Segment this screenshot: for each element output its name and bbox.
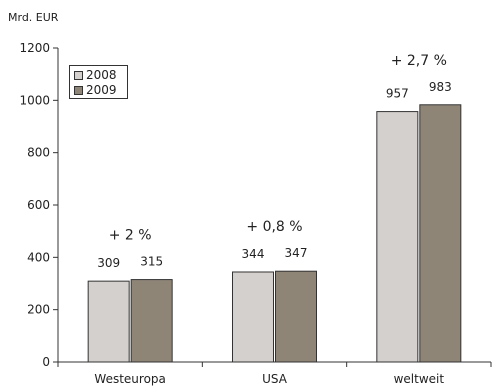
bar-value-label-2008-weltweit: 957 <box>386 87 409 101</box>
legend-item-2008: 2008 <box>74 68 117 82</box>
bar-2009-USA <box>275 270 317 363</box>
bar-value-label-2009-Westeuropa: 315 <box>140 255 163 269</box>
growth-label-weltweit: + 2,7 % <box>391 53 447 69</box>
y-tick-label-1200: 1200 <box>19 41 50 55</box>
bar-2008-USA <box>232 271 274 363</box>
y-tick-label-400: 400 <box>27 250 50 264</box>
bar-2009-weltweit <box>419 104 462 363</box>
y-tick-label-600: 600 <box>27 198 50 212</box>
y-tick-label-1000: 1000 <box>19 93 50 107</box>
bar-value-label-2008-USA: 344 <box>242 247 265 261</box>
growth-label-Westeuropa: + 2 % <box>109 228 152 244</box>
chart-legend: 2008 2009 <box>69 65 128 99</box>
x-category-label-weltweit: weltweit <box>394 372 445 386</box>
legend-swatch-2008 <box>74 70 83 80</box>
bar-2009-Westeuropa <box>130 279 173 363</box>
bar-2008-weltweit <box>376 111 419 363</box>
legend-item-2009: 2009 <box>74 83 117 97</box>
x-category-label-USA: USA <box>262 372 288 386</box>
y-tick-label-0: 0 <box>42 355 50 369</box>
y-tick-label-200: 200 <box>27 303 50 317</box>
growth-label-USA: + 0,8 % <box>246 219 302 235</box>
bar-value-label-2009-USA: 347 <box>285 246 308 260</box>
legend-label-2009: 2009 <box>86 83 117 97</box>
bar-value-label-2009-weltweit: 983 <box>429 80 452 94</box>
bar-2008-Westeuropa <box>87 280 130 363</box>
bar-value-label-2008-Westeuropa: 309 <box>97 256 120 270</box>
legend-label-2008: 2008 <box>86 68 117 82</box>
y-tick-label-800: 800 <box>27 146 50 160</box>
x-category-label-Westeuropa: Westeuropa <box>94 372 165 386</box>
legend-swatch-2009 <box>74 85 83 95</box>
y-unit-label: Mrd. EUR <box>8 11 59 24</box>
